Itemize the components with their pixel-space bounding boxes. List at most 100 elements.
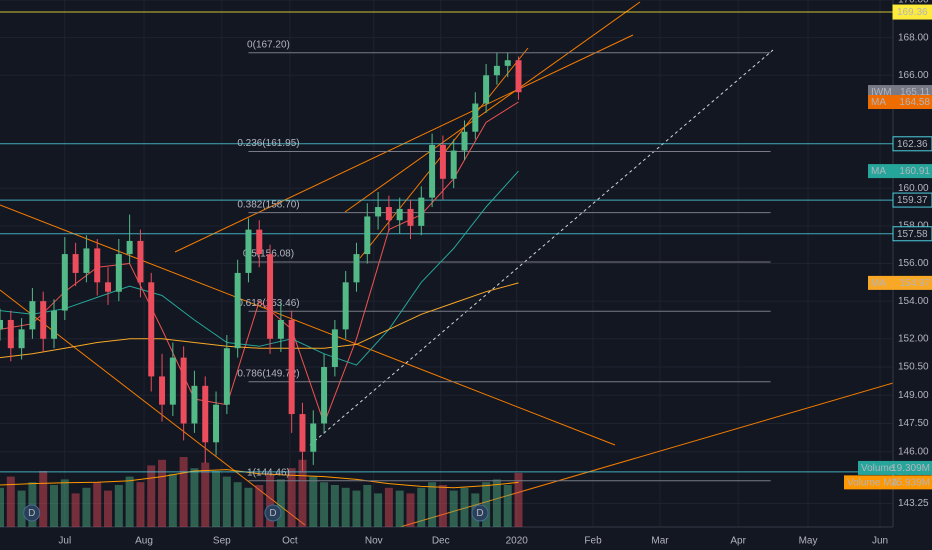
x-tick-label: Sep: [213, 536, 231, 547]
x-tick-label: May: [799, 536, 818, 547]
badge: [844, 475, 932, 490]
candle-body: [461, 131, 468, 151]
dividend-label: D: [28, 508, 35, 519]
y-tick-label: 160.00: [898, 183, 929, 194]
volume-bar: [276, 479, 285, 527]
candle-body: [234, 272, 241, 349]
candle-body: [29, 301, 36, 330]
badge-value: 15.939M: [891, 478, 930, 489]
candle-body: [40, 301, 47, 339]
volume-bar: [50, 485, 59, 527]
volume-bar: [6, 476, 15, 527]
dividend-marker: [471, 504, 489, 522]
candle-body: [364, 216, 371, 255]
badge: [858, 460, 932, 475]
dividend-label: D: [476, 508, 483, 519]
volume-bar: [136, 482, 145, 527]
badge-value: 19.309M: [891, 463, 930, 474]
y-tick-label: 152.00: [898, 333, 929, 344]
volume-ma-line: [0, 469, 519, 489]
candle-body: [450, 150, 457, 179]
y-tick-label: 166.00: [898, 70, 929, 81]
dividend-marker: [264, 504, 282, 522]
volume-bar: [244, 487, 253, 527]
candle-body: [353, 254, 360, 283]
candle-body: [7, 319, 14, 349]
volume-bar: [190, 468, 199, 527]
volume-bar: [179, 457, 188, 527]
badge-name: MA: [871, 97, 886, 108]
x-tick-label: Feb: [584, 536, 602, 547]
candle-body: [94, 248, 101, 283]
volume-bar: [320, 482, 329, 527]
candle-body: [105, 282, 112, 292]
volume-bar: [212, 471, 221, 527]
level-badge: [892, 136, 932, 152]
candle-body: [0, 319, 3, 330]
volume-bar: [287, 468, 296, 527]
volume-bar: [492, 479, 501, 527]
candle-body: [331, 329, 338, 368]
x-tick-label: Aug: [135, 536, 153, 547]
volume-bar: [158, 459, 167, 527]
volume-bar: [384, 487, 393, 527]
trend-line: [344, 1, 641, 213]
trend-line: [0, 289, 306, 526]
candle-body: [159, 376, 166, 405]
candle-body: [267, 254, 274, 339]
volume-bar: [298, 459, 307, 527]
fib-label: 0(167.20): [247, 39, 290, 50]
badge-name: MA: [871, 278, 886, 289]
level-badge: [892, 226, 932, 242]
fib-label: 0.786(149.72): [237, 368, 299, 379]
fib-label: 1(144.46): [247, 467, 290, 478]
y-tick-label: 146.00: [898, 446, 929, 457]
volume-bar: [395, 490, 404, 527]
x-tick-label: Jul: [58, 536, 71, 547]
level-badge: [892, 192, 932, 208]
candle-body: [213, 404, 220, 443]
candle-body: [83, 248, 90, 273]
volume-bar: [503, 485, 512, 527]
candle-body: [483, 75, 490, 104]
y-tick-label: 158.00: [898, 220, 929, 231]
badge: [868, 275, 932, 290]
y-tick-label: 154.00: [898, 296, 929, 307]
dividend-label: D: [269, 508, 276, 519]
level-badge: [892, 4, 932, 20]
candle-body: [515, 60, 522, 93]
x-tick-label: Jun: [872, 536, 888, 547]
candle-body: [223, 348, 230, 405]
volume-bar: [82, 487, 91, 527]
candle-body: [288, 319, 295, 415]
volume-bar: [201, 462, 210, 527]
volume-bar: [309, 476, 318, 527]
badge-name: IWM: [871, 87, 892, 98]
candle-body: [439, 144, 446, 179]
level-badge-value: 159.37: [897, 195, 928, 206]
volume-bar: [438, 485, 447, 527]
volume-bar: [168, 473, 177, 527]
candle-body: [342, 282, 349, 330]
volume-bar: [104, 490, 113, 527]
volume-bar: [17, 490, 26, 527]
ma-line: [0, 282, 519, 359]
volume-bar: [514, 472, 523, 527]
y-tick-label: 168.00: [898, 32, 929, 43]
badge-name: Volume: [861, 463, 895, 474]
volume-bar: [255, 485, 264, 527]
fib-label: 0.382(158.70): [237, 199, 299, 210]
y-tick-label: 156.00: [898, 258, 929, 269]
badge-value: 165.11: [900, 87, 930, 98]
candle-body: [299, 414, 306, 452]
candle-body: [202, 385, 209, 443]
candle-body: [407, 208, 414, 226]
candle-body: [472, 103, 479, 132]
volume-bar: [114, 485, 123, 527]
volume-bar: [482, 482, 491, 527]
candle-body: [256, 229, 263, 255]
volume-bar: [93, 482, 102, 527]
volume-bar: [39, 471, 48, 527]
volume-bar: [266, 473, 275, 527]
candle-body: [51, 310, 58, 339]
